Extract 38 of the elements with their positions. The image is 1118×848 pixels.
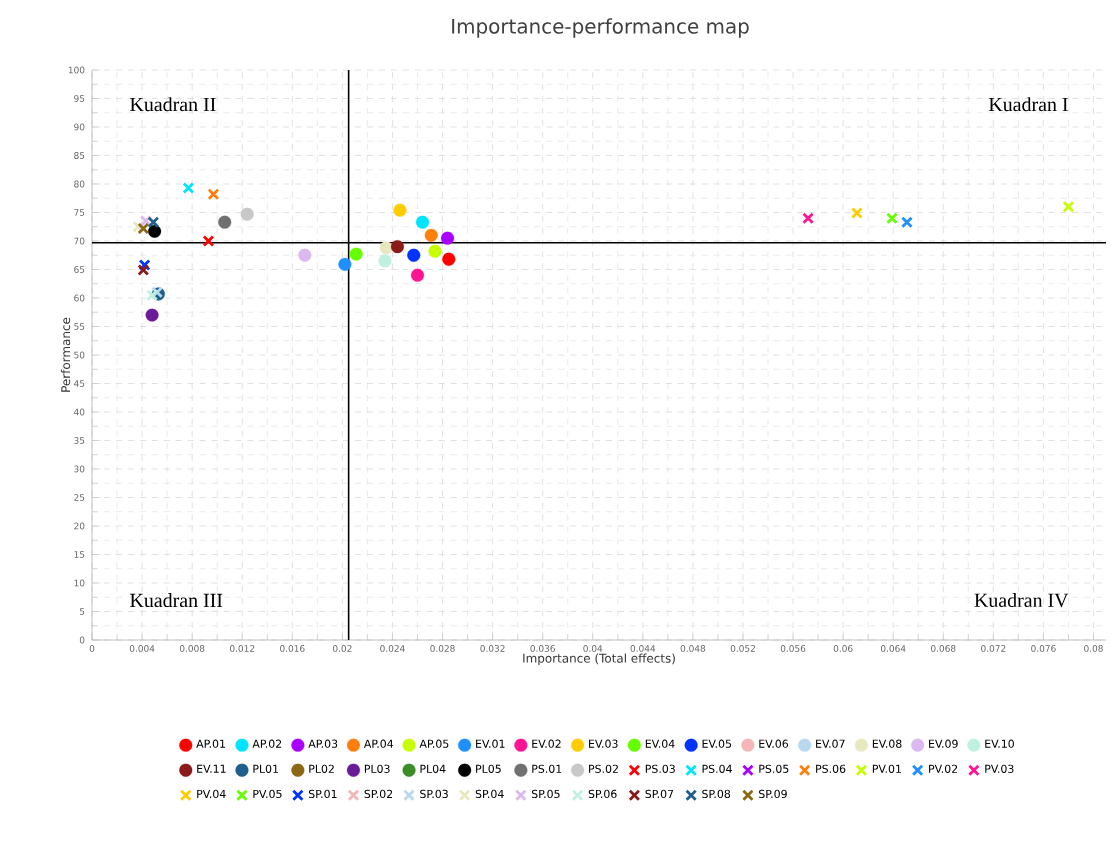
point xyxy=(410,268,425,282)
point xyxy=(428,244,442,258)
annotation: Kuadran I xyxy=(988,97,1068,112)
annotation: Kuadran III xyxy=(130,593,223,608)
point xyxy=(132,220,145,233)
point xyxy=(390,240,404,254)
point xyxy=(138,259,151,271)
point xyxy=(338,257,352,271)
chart-title: Importance-performance map xyxy=(452,18,749,38)
point xyxy=(147,216,160,229)
point xyxy=(145,308,159,322)
point xyxy=(802,212,814,225)
annotation: Kuadran II xyxy=(130,97,216,112)
point xyxy=(1062,200,1075,213)
point xyxy=(148,224,162,238)
point xyxy=(393,203,407,217)
point xyxy=(901,216,913,229)
point xyxy=(202,235,215,247)
point xyxy=(182,182,195,194)
point xyxy=(349,247,363,261)
point xyxy=(442,252,456,266)
point xyxy=(137,264,150,276)
point xyxy=(407,248,421,262)
point xyxy=(240,207,254,221)
point xyxy=(424,228,438,242)
point xyxy=(886,212,898,225)
point xyxy=(441,231,455,245)
point xyxy=(146,289,159,302)
point xyxy=(850,207,863,219)
point xyxy=(218,215,232,229)
point xyxy=(139,215,152,227)
point xyxy=(379,241,393,255)
point xyxy=(415,215,430,229)
point xyxy=(137,222,150,235)
annotation: Kuadran IV xyxy=(974,593,1069,608)
point xyxy=(298,248,312,262)
point xyxy=(207,188,220,201)
point xyxy=(378,254,392,268)
